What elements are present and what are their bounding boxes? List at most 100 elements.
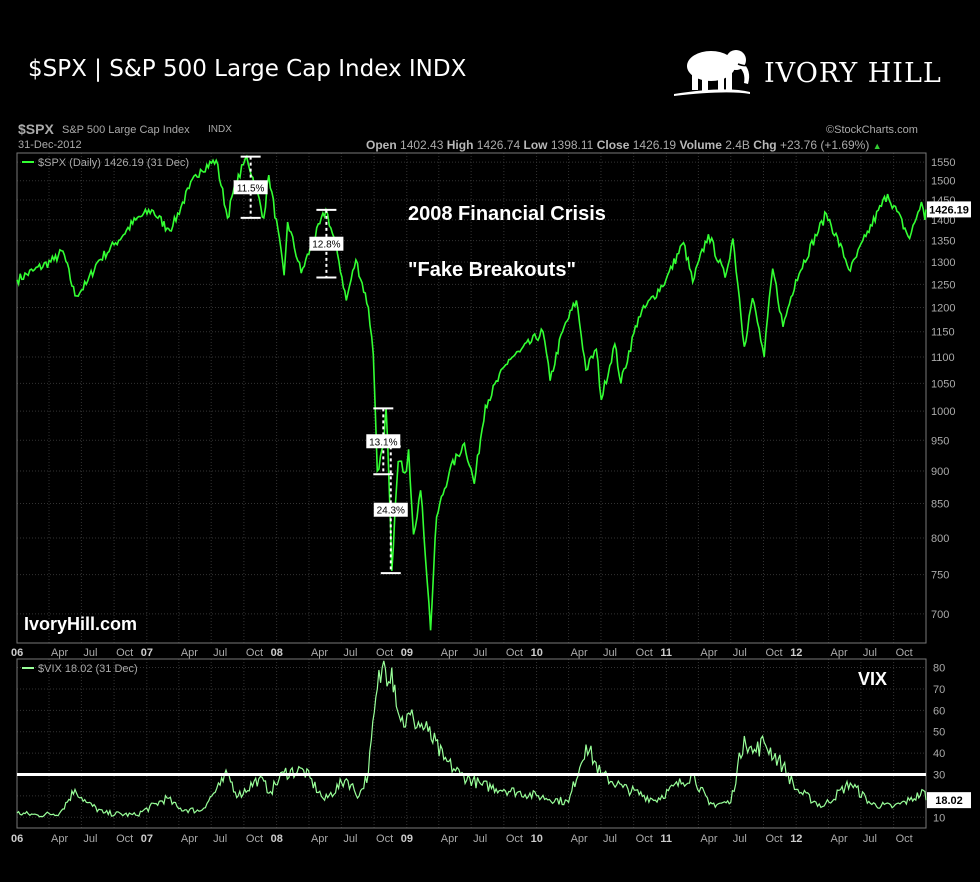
elephant-icon	[674, 50, 753, 96]
price-x-tick-label: Jul	[733, 647, 747, 659]
chart-exchange: INDX	[208, 124, 232, 135]
annotation-subtitle: "Fake Breakouts"	[408, 259, 576, 281]
price-x-tick-label: Jul	[343, 647, 357, 659]
volume-label: Volume	[679, 138, 722, 152]
vix-x-tick-label: Oct	[116, 833, 133, 845]
vix-panel-frame	[16, 658, 927, 829]
price-legend: $SPX (Daily) 1426.19 (31 Dec)	[38, 157, 189, 169]
price-x-tick-label: Apr	[311, 647, 328, 659]
vix-x-tick-label: Jul	[343, 833, 357, 845]
price-x-tick-label: Apr	[571, 647, 588, 659]
price-y-tick-label: 1300	[931, 257, 955, 269]
vix-x-tick-label: Oct	[376, 833, 393, 845]
price-x-tick-label: Jul	[473, 647, 487, 659]
price-y-tick-label: 1200	[931, 303, 955, 315]
price-x-tick-label: Oct	[896, 647, 913, 659]
page-title: $SPX | S&P 500 Large Cap Index INDX	[28, 56, 467, 82]
chg-label: Chg	[753, 138, 777, 152]
price-x-tick-label: 12	[790, 647, 802, 659]
price-x-tick-label: Apr	[181, 647, 198, 659]
vix-last-value-box	[927, 792, 971, 809]
vix-x-tick-label: Jul	[733, 833, 747, 845]
vix-y-tick-label: 80	[933, 663, 945, 675]
range-label: 12.8%	[312, 240, 340, 251]
vix-x-tick-label: Apr	[311, 833, 328, 845]
vix-x-tick-label: 06	[11, 833, 23, 845]
vix-x-tick-label: Oct	[246, 833, 263, 845]
vix-y-tick-label: 30	[933, 770, 945, 782]
price-last-value: 1426.19	[929, 204, 969, 216]
price-x-tick-label: Oct	[636, 647, 653, 659]
range-label: 11.5%	[237, 183, 265, 194]
vix-series-line	[16, 660, 927, 818]
price-x-tick-label: 11	[660, 647, 672, 659]
vix-y-tick-label: 60	[933, 705, 945, 717]
annotation-title: 2008 Financial Crisis	[408, 203, 606, 225]
chart-date: 31-Dec-2012	[18, 139, 82, 151]
price-x-tick-label: 08	[271, 647, 283, 659]
price-x-tick-label: Jul	[213, 647, 227, 659]
price-y-tick-label: 1550	[931, 157, 955, 169]
vix-x-tick-label: 10	[531, 833, 543, 845]
vix-x-tick-label: Jul	[213, 833, 227, 845]
vix-x-tick-label: 08	[271, 833, 283, 845]
price-y-tick-label: 750	[931, 570, 949, 582]
vix-panel-label: VIX	[858, 669, 888, 689]
up-arrow-icon: ▲	[872, 141, 882, 151]
vix-x-tick-label: Apr	[181, 833, 198, 845]
price-y-tick-label: 1150	[931, 327, 955, 339]
chart-symbol: $SPX	[18, 121, 54, 137]
credit-text: ©StockCharts.com	[826, 124, 918, 136]
price-y-tick-label: 1500	[931, 176, 955, 188]
range-marker: 13.1%	[366, 407, 401, 476]
price-x-tick-label: 06	[11, 647, 23, 659]
price-y-tick-label: 850	[931, 499, 949, 511]
range-marker: 11.5%	[233, 155, 268, 219]
vix-x-tick-label: Apr	[831, 833, 848, 845]
price-y-tick-label: 1250	[931, 279, 955, 291]
price-y-tick-label: 700	[931, 609, 949, 621]
vix-x-tick-label: Apr	[51, 833, 68, 845]
range-label: 13.1%	[369, 437, 397, 448]
vix-x-tick-label: 11	[660, 833, 672, 845]
price-x-tick-label: 07	[141, 647, 153, 659]
price-x-tick-label: Oct	[116, 647, 133, 659]
price-last-value-box	[927, 201, 971, 218]
range-label-box	[366, 434, 401, 449]
vix-x-tick-label: Oct	[506, 833, 523, 845]
price-grid	[16, 153, 926, 643]
range-label-box	[373, 502, 408, 517]
price-y-tick-label: 800	[931, 533, 949, 545]
vix-y-tick-label: 70	[933, 684, 945, 696]
price-x-tick-label: Apr	[441, 647, 458, 659]
vix-x-tick-label: Jul	[863, 833, 877, 845]
watermark-url: IvoryHill.com	[24, 614, 138, 634]
range-marker: 12.8%	[309, 208, 344, 279]
price-y-tick-label: 1000	[931, 406, 955, 418]
vix-last-value: 18.02	[935, 795, 963, 807]
chart-name: S&P 500 Large Cap Index	[62, 124, 190, 136]
volume-value: 2.4B	[725, 138, 750, 152]
vix-x-tick-label: Apr	[700, 833, 717, 845]
price-series-line	[16, 154, 927, 631]
price-x-tick-label: 10	[531, 647, 543, 659]
vix-x-tick-label: Apr	[441, 833, 458, 845]
range-label: 24.3%	[377, 506, 405, 517]
vix-x-tick-label: Apr	[571, 833, 588, 845]
price-x-tick-label: Apr	[51, 647, 68, 659]
price-y-tick-label: 1100	[931, 352, 955, 364]
open-value: 1402.43	[400, 138, 444, 152]
price-x-tick-label: Apr	[831, 647, 848, 659]
high-value: 1426.74	[476, 138, 521, 152]
vix-y-tick-label: 10	[933, 812, 945, 824]
price-x-tick-label: Apr	[700, 647, 717, 659]
chg-value: +23.76 (+1.69%)	[779, 138, 870, 152]
price-y-tick-label: 900	[931, 466, 949, 478]
vix-x-tick-label: Oct	[896, 833, 913, 845]
vix-legend: $VIX 18.02 (31 Dec)	[38, 663, 138, 675]
price-panel-frame	[16, 152, 927, 644]
price-x-tick-label: Jul	[863, 647, 877, 659]
price-x-tick-label: Oct	[246, 647, 263, 659]
vix-x-tick-label: 09	[401, 833, 413, 845]
